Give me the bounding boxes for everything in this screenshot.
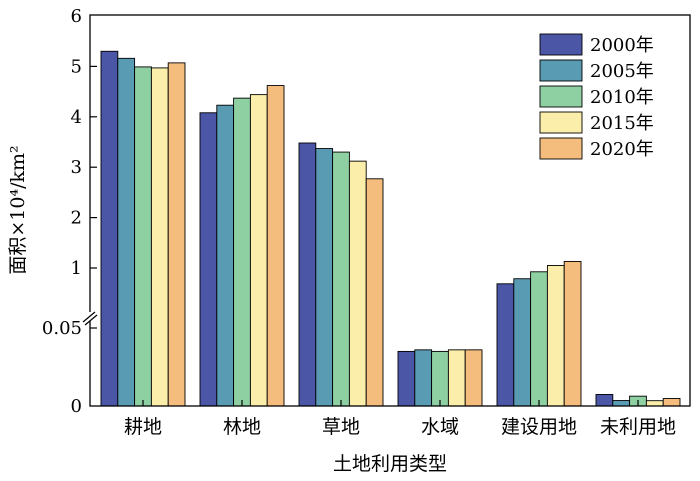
bar-未利用地-2015年	[645, 400, 664, 407]
tick-labels-group: 0 0.05 1 2 3 4 5 6	[42, 6, 97, 417]
bar-林地-2000年	[199, 112, 218, 407]
plot-frame	[89, 14, 691, 407]
y-tick-label: 3	[71, 157, 82, 178]
bar-耕地-2005年	[117, 57, 136, 407]
legend-label: 2015年	[590, 113, 654, 134]
y-tick-label: 1	[71, 258, 82, 279]
legend: 2000年 2005年 2010年 2015年 2020年	[539, 33, 654, 160]
legend-swatch-2005年	[539, 59, 583, 82]
bar-建设用地-2020年	[563, 260, 582, 407]
bar-耕地-2020年	[167, 62, 186, 407]
x-category-label: 未利用地	[600, 416, 676, 438]
legend-swatch-2000年	[539, 33, 583, 56]
legend-label: 2000年	[590, 35, 654, 56]
bar-林地-2010年	[233, 97, 251, 407]
bar-未利用地-2020年	[662, 398, 681, 407]
y-axis-title: 面积×10⁴/km²	[7, 145, 29, 274]
bar-未利用地-2005年	[612, 400, 631, 407]
bar-建设用地-2000年	[496, 283, 515, 407]
bar-耕地-2000年	[100, 50, 119, 407]
bar-草地-2020年	[365, 178, 384, 407]
bar-建设用地-2015年	[546, 265, 565, 407]
x-category-label: 水域	[421, 416, 459, 438]
bar-林地-2005年	[216, 104, 235, 407]
x-category-label: 建设用地	[501, 416, 577, 438]
bar-水域-2005年	[414, 349, 433, 407]
bar-林地-2015年	[249, 94, 268, 407]
x-category-label: 耕地	[124, 416, 162, 438]
legend-label: 2010年	[590, 87, 654, 108]
bar-水域-2000年	[397, 350, 416, 407]
legend-swatch-2010年	[539, 85, 583, 108]
x-axis-title: 土地利用类型	[333, 453, 447, 475]
y-tick-label: 4	[71, 107, 82, 128]
y-tick-label: 0	[71, 396, 82, 417]
axes-group	[82, 14, 691, 407]
y-axis-break-mark	[82, 311, 98, 326]
bar-草地-2005年	[315, 148, 334, 407]
bar-水域-2015年	[447, 349, 466, 407]
bars-group	[100, 50, 681, 407]
bar-草地-2000年	[298, 142, 317, 407]
legend-label: 2005年	[590, 61, 654, 82]
bar-草地-2015年	[348, 160, 367, 407]
bar-林地-2020年	[266, 85, 285, 407]
bar-建设用地-2005年	[513, 278, 532, 407]
y-tick-label: 6	[71, 6, 82, 27]
legend-label: 2020年	[590, 139, 654, 160]
y-tick-label: 2	[71, 208, 82, 229]
bar-水域-2010年	[431, 350, 449, 407]
y-tick-label: 0.05	[42, 318, 82, 339]
bar-水域-2020年	[464, 349, 483, 407]
y-tick-label: 5	[71, 56, 82, 77]
bar-耕地-2015年	[150, 67, 169, 407]
bar-未利用地-2000年	[595, 394, 614, 407]
bar-建设用地-2010年	[530, 271, 548, 407]
x-category-label: 林地	[223, 416, 261, 438]
legend-swatch-2020年	[539, 137, 583, 160]
legend-swatch-2015年	[539, 111, 583, 134]
category-labels-group: 耕地 林地 草地 水域 建设用地 未利用地	[124, 400, 676, 438]
bar-草地-2010年	[332, 151, 350, 407]
x-category-label: 草地	[322, 416, 360, 438]
bar-耕地-2010年	[134, 66, 152, 407]
